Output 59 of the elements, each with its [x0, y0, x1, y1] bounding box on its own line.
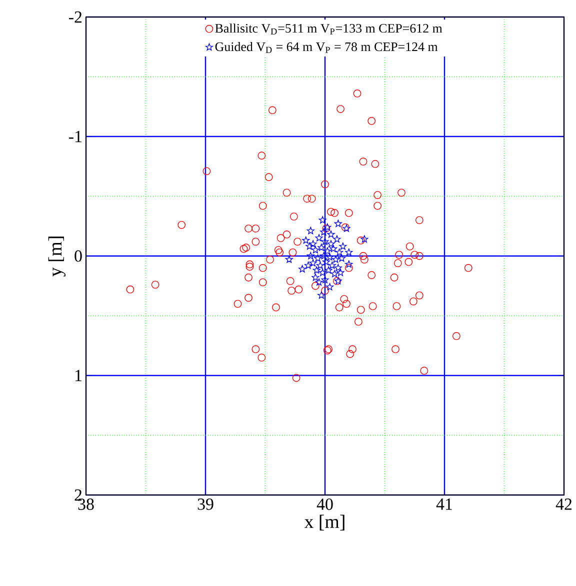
point: [309, 259, 317, 266]
point: [318, 268, 326, 276]
point: [306, 252, 314, 260]
y-axis-title: y [m]: [48, 236, 66, 277]
point: [312, 246, 320, 254]
point: [338, 254, 346, 262]
legend-label: Guided V$_{D}$ = 64 m V$_{P}$ = 78 m CEP=124 m: [215, 42, 438, 53]
point: [298, 265, 306, 272]
point: [334, 220, 342, 227]
y-tick-label: -1: [68, 130, 82, 142]
point: [339, 242, 347, 250]
y-tick-label: 1: [75, 370, 82, 382]
point: [320, 228, 328, 236]
point: [318, 216, 326, 224]
point: [306, 242, 314, 250]
point: [304, 262, 312, 269]
point: [330, 244, 338, 252]
x-axis-title: x [m]: [304, 514, 344, 530]
point: [312, 274, 320, 281]
point: [334, 264, 342, 272]
point: [315, 234, 323, 242]
y-tick-label: -2: [68, 11, 82, 23]
point: [321, 276, 329, 284]
point: [318, 244, 326, 251]
point: [327, 240, 335, 248]
point: [312, 266, 320, 274]
point: [345, 248, 353, 256]
x-tick-label: 40: [316, 498, 333, 510]
point: [327, 230, 335, 238]
point: [336, 248, 344, 256]
x-tick-label: 42: [556, 498, 572, 510]
point: [285, 256, 293, 263]
point: [360, 235, 368, 243]
point: [345, 260, 353, 268]
point: [306, 226, 314, 234]
point: [324, 247, 332, 254]
point: [332, 256, 340, 263]
point: [333, 235, 341, 243]
point: [326, 253, 334, 260]
legend-label: Ballisitc V$_{D}$=511 m V$_{P}$=133 m CEP=612 m: [215, 24, 442, 34]
point: [322, 258, 330, 266]
point: [336, 268, 344, 276]
point: [302, 236, 310, 244]
point: [316, 262, 324, 269]
point: [318, 291, 326, 299]
point: [315, 278, 323, 286]
x-tick-label: 39: [198, 498, 214, 510]
point: [330, 270, 338, 278]
point: [314, 254, 322, 262]
point: [324, 266, 332, 274]
y-tick-label: 2: [74, 489, 82, 501]
point: [328, 262, 336, 269]
x-tick-label: 41: [436, 498, 452, 510]
point: [309, 240, 317, 248]
x-tick-label: 38: [78, 498, 94, 510]
point: [326, 283, 334, 290]
y-tick-label: 0: [74, 250, 82, 262]
point: [320, 252, 328, 260]
point: [321, 238, 329, 245]
